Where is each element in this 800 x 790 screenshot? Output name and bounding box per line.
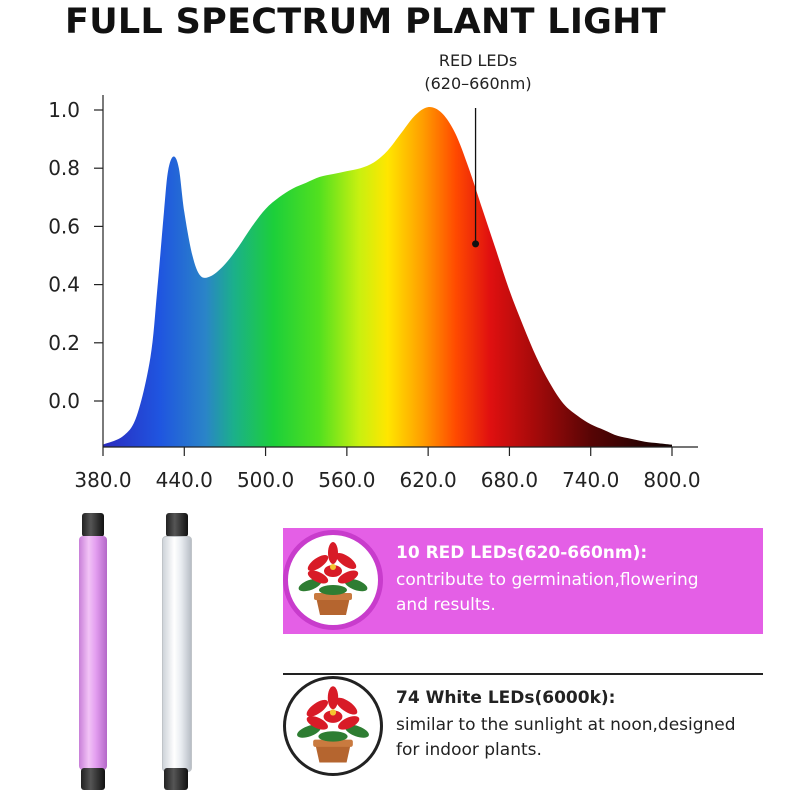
annotation-point	[472, 240, 480, 248]
x-tick-label: 500.0	[237, 468, 294, 492]
white-tube-top-cap	[166, 513, 188, 537]
white-led-heading: 74 White LEDs(6000k):	[396, 688, 616, 708]
poinsettia-icon	[298, 542, 368, 615]
y-tick-label: 0.8	[48, 156, 80, 180]
spectrum-chart: 0.0 0.2 0.4 0.6 0.8 1.0 380.0 440.0 500.0 560.0 62…	[48, 51, 700, 492]
white-led-tube	[162, 536, 192, 772]
y-tick-label: 0.4	[48, 273, 80, 297]
white-led-desc-line1: similar to the sunlight at noon,designed	[396, 715, 736, 735]
x-tick-label: 620.0	[400, 468, 457, 492]
red-led-heading: 10 RED LEDs(620-660nm):	[396, 543, 648, 563]
purple-tube-top-cap	[82, 513, 104, 537]
white-led-desc-line2: for indoor plants.	[396, 740, 542, 760]
annotation-range: (620–660nm)	[424, 74, 531, 93]
x-tick-label: 380.0	[74, 468, 131, 492]
x-tick-label: 740.0	[562, 468, 619, 492]
red-led-info-circle	[283, 530, 383, 630]
x-tick-label: 800.0	[643, 468, 700, 492]
y-tick-label: 0.0	[48, 389, 80, 413]
white-tube-bottom-cap	[164, 768, 188, 790]
purple-tube-bottom-cap	[81, 768, 105, 790]
spectrum-area	[103, 107, 672, 448]
poinsettia-icon	[297, 686, 369, 763]
y-tick-label: 0.2	[48, 331, 80, 355]
x-tick-label: 440.0	[156, 468, 213, 492]
page-title: FULL SPECTRUM PLANT LIGHT	[65, 2, 666, 42]
x-tick-label: 680.0	[481, 468, 538, 492]
white-led-info-circle	[283, 676, 383, 776]
red-led-desc-line2: and results.	[396, 595, 496, 615]
y-tick-label: 0.6	[48, 214, 80, 238]
purple-led-tube	[79, 536, 107, 770]
x-tick-label: 560.0	[318, 468, 375, 492]
y-tick-label: 1.0	[48, 98, 80, 122]
red-led-desc-line1: contribute to germination,flowering	[396, 570, 699, 590]
annotation-label: RED LEDs	[439, 51, 517, 70]
